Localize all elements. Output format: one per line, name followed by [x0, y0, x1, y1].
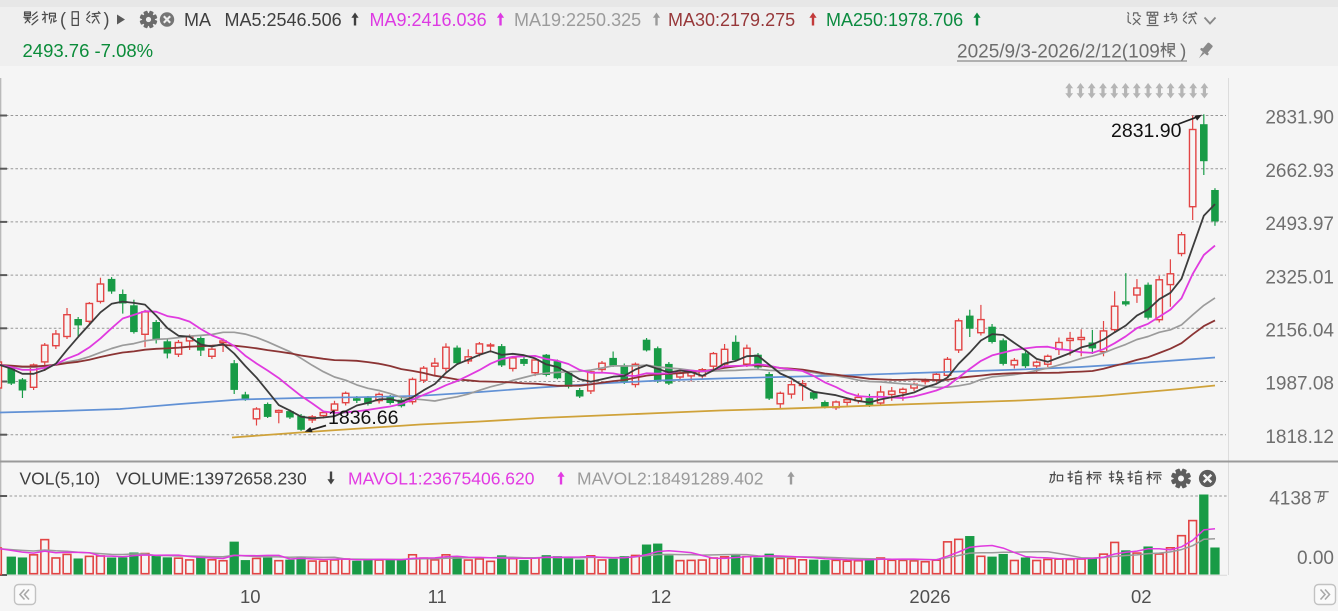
- svg-text:1818.12: 1818.12: [1265, 427, 1334, 448]
- svg-text:2025/9/3-2026/2/12(109: 2025/9/3-2026/2/12(109: [957, 42, 1160, 63]
- svg-text:MA: MA: [184, 10, 211, 30]
- svg-text:MA5:2546.506: MA5:2546.506: [225, 10, 342, 30]
- svg-text:2493.76 -7.08%: 2493.76 -7.08%: [23, 40, 154, 61]
- svg-text:2662.93: 2662.93: [1265, 161, 1334, 182]
- svg-text:2156.04: 2156.04: [1265, 321, 1334, 342]
- svg-text:MA250:1978.706: MA250:1978.706: [826, 10, 963, 30]
- svg-text:MA19:2250.325: MA19:2250.325: [514, 10, 641, 30]
- svg-text:VOL(5,10): VOL(5,10): [20, 469, 101, 489]
- svg-text:MAVOL2:18491289.402: MAVOL2:18491289.402: [577, 469, 763, 489]
- svg-text:2831.90: 2831.90: [1265, 108, 1334, 129]
- svg-text:2493.97: 2493.97: [1265, 214, 1334, 235]
- svg-text:1836.66: 1836.66: [328, 407, 399, 429]
- svg-text:2026: 2026: [909, 586, 950, 606]
- svg-text:02: 02: [1131, 586, 1152, 606]
- svg-text:): ): [1180, 42, 1186, 63]
- svg-text:12: 12: [651, 586, 672, 606]
- svg-text:2831.90: 2831.90: [1111, 120, 1182, 142]
- svg-text:0.00: 0.00: [1297, 548, 1334, 569]
- svg-text:11: 11: [428, 586, 447, 606]
- svg-text:2325.01: 2325.01: [1265, 267, 1334, 288]
- svg-text:10: 10: [240, 586, 261, 606]
- svg-text:MA30:2179.275: MA30:2179.275: [668, 10, 795, 30]
- svg-text:4138: 4138: [1269, 489, 1311, 510]
- svg-text:MA9:2416.036: MA9:2416.036: [370, 10, 487, 30]
- svg-text:MAVOL1:23675406.620: MAVOL1:23675406.620: [348, 469, 535, 489]
- svg-text:1987.08: 1987.08: [1265, 374, 1334, 395]
- svg-text:(: (: [60, 10, 66, 30]
- svg-text:VOLUME:13972658.230: VOLUME:13972658.230: [116, 469, 307, 489]
- svg-text:): ): [104, 10, 110, 30]
